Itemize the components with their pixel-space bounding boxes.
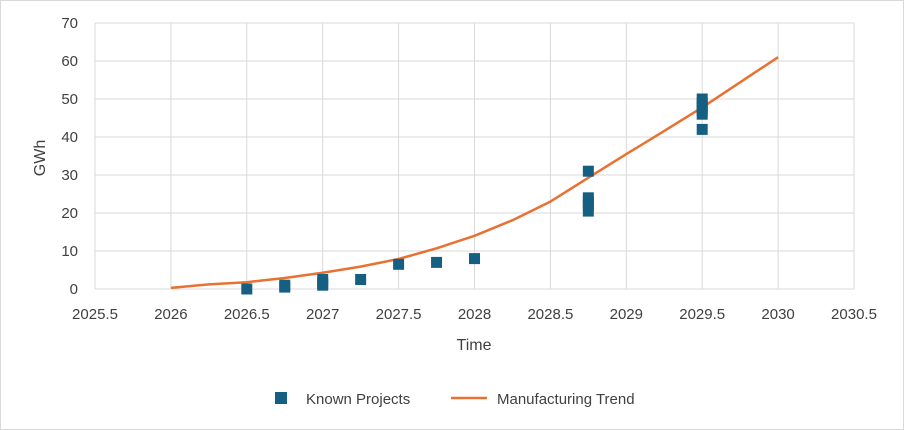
x-tick-label: 2028: [458, 306, 491, 323]
trend-line: [170, 56, 779, 290]
x-tick-label: 2026.5: [224, 306, 270, 323]
known-project-point: [582, 192, 594, 204]
legend: Known Projects Manufacturing Trend: [275, 391, 635, 408]
known-project-point: [469, 253, 480, 265]
x-tick-label: 2028.5: [527, 306, 573, 323]
x-tick-label: 2030: [761, 306, 794, 323]
x-tick-label: 2025.5: [72, 306, 118, 323]
grid-layer: [94, 22, 855, 290]
x-tick-label: 2027.5: [376, 306, 422, 323]
known-project-point: [696, 123, 708, 135]
point-layer: [241, 93, 708, 295]
legend-label-known-projects: Known Projects: [306, 391, 410, 408]
known-project-point: [317, 274, 329, 285]
y-tick-label: 70: [61, 15, 78, 32]
y-tick-labels: 0 10 20 30 40 50 60 70: [61, 15, 78, 298]
known-project-point: [393, 258, 405, 270]
known-project-point: [355, 274, 367, 285]
y-tick-label: 10: [61, 243, 78, 260]
legend-marker-known-projects: [275, 392, 287, 404]
y-tick-label: 60: [61, 53, 78, 70]
known-project-point: [431, 256, 443, 268]
x-axis-title: Time: [457, 337, 492, 354]
y-tick-label: 40: [61, 129, 78, 146]
known-project-point: [696, 93, 708, 105]
x-tick-label: 2029: [610, 306, 643, 323]
y-tick-label: 30: [61, 167, 78, 184]
y-tick-label: 50: [61, 91, 78, 108]
known-project-point: [241, 283, 253, 295]
y-tick-label: 0: [70, 281, 78, 298]
known-project-point: [582, 165, 594, 177]
trend-line-layer: [170, 56, 779, 290]
known-project-point: [582, 205, 594, 217]
x-tick-label: 2029.5: [679, 306, 725, 323]
x-tick-label: 2026: [154, 306, 187, 323]
y-tick-label: 20: [61, 205, 78, 222]
x-tick-label: 2030.5: [831, 306, 877, 323]
x-tick-label: 2027: [306, 306, 339, 323]
legend-label-manufacturing-trend: Manufacturing Trend: [497, 391, 635, 408]
y-axis-title: GWh: [32, 140, 49, 176]
known-project-point: [279, 279, 291, 291]
x-tick-labels: 2025.5 2026 2026.5 2027 2027.5 2028 2028.5 2029…: [72, 306, 877, 323]
